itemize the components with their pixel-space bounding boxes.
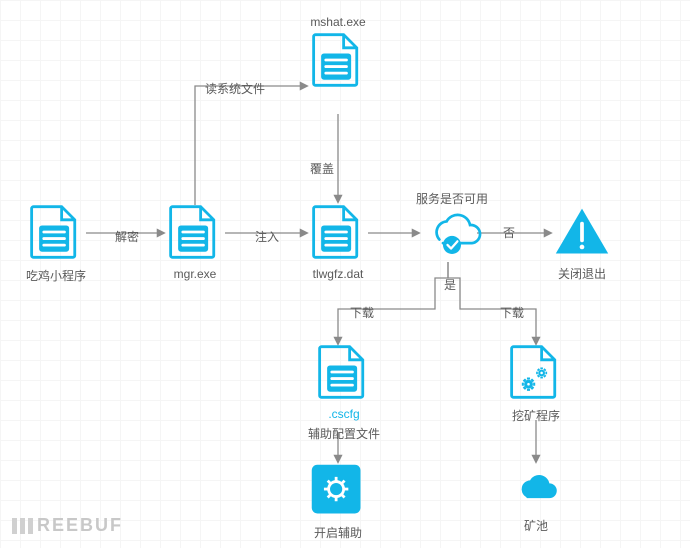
doc-icon	[165, 201, 225, 263]
gear_doc-icon	[506, 341, 566, 403]
node-close: 关闭退出	[550, 203, 614, 282]
node-mshat: mshat.exe	[308, 11, 368, 91]
node-cscfg: .cscfg 辅助配置文件	[308, 341, 380, 442]
edge-label: 下载	[350, 304, 374, 321]
edge-label: 注入	[255, 228, 279, 245]
doc-icon	[308, 201, 368, 263]
node-label: 服务是否可用	[416, 190, 488, 207]
node-start: 吃鸡小程序	[26, 201, 86, 284]
watermark: REEBUF	[12, 515, 123, 536]
node-label: .cscfg	[328, 407, 359, 421]
gear_blk-icon	[308, 460, 368, 520]
node-assist: 开启辅助	[308, 460, 368, 541]
node-label: 开启辅助	[314, 524, 362, 541]
node-svc: 服务是否可用	[416, 186, 488, 263]
watermark-text: REEBUF	[37, 515, 123, 536]
node-sublabel: 辅助配置文件	[308, 425, 380, 442]
node-label: 矿池	[524, 517, 548, 534]
doc-icon	[26, 201, 86, 263]
doc-icon	[314, 341, 374, 403]
node-label: mgr.exe	[174, 267, 217, 281]
node-miningdoc: 挖矿程序	[506, 341, 566, 424]
node-mgr: mgr.exe	[165, 201, 225, 281]
node-label: 关闭退出	[558, 265, 606, 282]
edge-tag: 是	[444, 276, 456, 293]
node-tlw: tlwgfz.dat	[308, 201, 368, 281]
diagram-canvas: 吃鸡小程序 mgr.exe mshat.exe tlwgfz.dat 服务是否可用关闭退…	[0, 0, 690, 548]
edge-label: 解密	[115, 228, 139, 245]
edge-mgr-mshat	[195, 86, 307, 205]
edge-label: 覆盖	[310, 160, 334, 177]
edge-label: 否	[503, 224, 515, 241]
edge-label: 下载	[500, 304, 524, 321]
warn-icon	[550, 203, 614, 261]
node-pool: 矿池	[506, 467, 566, 534]
edge-label: 读系统文件	[205, 80, 265, 97]
cloud_check-icon	[420, 207, 484, 263]
node-label: mshat.exe	[310, 15, 365, 29]
node-label: tlwgfz.dat	[313, 267, 364, 281]
node-label: 吃鸡小程序	[26, 267, 86, 284]
node-label: 挖矿程序	[512, 407, 560, 424]
edge-svc-miningdoc	[448, 262, 536, 344]
doc-icon	[308, 29, 368, 91]
cloud-icon	[506, 467, 566, 513]
